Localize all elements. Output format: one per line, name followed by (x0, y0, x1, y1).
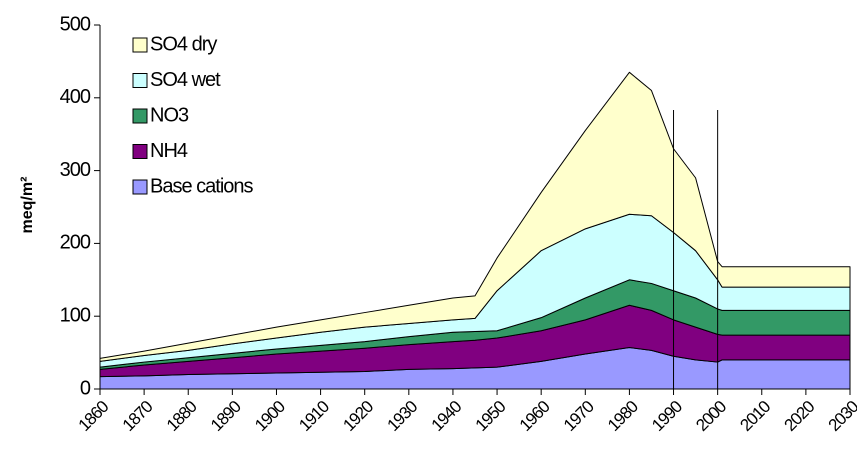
x-tick-label: 1950 (472, 397, 510, 435)
x-tick-label: 1880 (163, 397, 201, 435)
x-tick-label: 1960 (516, 397, 554, 435)
legend-swatch (132, 108, 148, 124)
y-axis-label: meq/m² (19, 177, 36, 234)
legend-label: Base cations (150, 175, 254, 197)
x-tick-label: 1940 (428, 397, 466, 435)
y-tick-label: 500 (60, 13, 91, 35)
y-tick-label: 400 (60, 86, 91, 108)
legend-label: NH4 (150, 140, 188, 162)
x-tick-label: 2010 (736, 397, 774, 435)
area (99, 71, 851, 362)
legend-swatch (132, 73, 148, 88)
x-tick-label: 1910 (295, 397, 333, 435)
x-tick-label: 2030 (825, 397, 857, 435)
legend-label: SO4 dry (150, 33, 217, 55)
x-tick-label: 1870 (119, 397, 157, 435)
x-tick-label: 1900 (251, 397, 289, 435)
x-tick-label: 2000 (692, 397, 730, 435)
x-tick-label: 1980 (604, 397, 642, 435)
y-tick-label: 0 (80, 377, 91, 399)
x-tick-label: 1860 (75, 397, 113, 435)
y-tick-label: 200 (60, 232, 91, 254)
legend-swatch (132, 37, 148, 53)
y-tick-label: 300 (60, 159, 91, 181)
legend-swatch (132, 144, 148, 159)
x-tick-label: 1970 (560, 397, 598, 435)
legend-label: NO3 (150, 104, 189, 126)
legend-swatch (132, 179, 148, 195)
x-tick-label: 1930 (383, 397, 421, 435)
x-tick-label: 1890 (207, 397, 245, 435)
y-tick-label: 100 (60, 304, 91, 326)
x-tick-label: 1990 (648, 397, 686, 435)
legend-label: SO4 wet (150, 69, 221, 91)
x-tick-label: 2020 (781, 397, 819, 435)
x-tick-label: 1920 (339, 397, 377, 435)
